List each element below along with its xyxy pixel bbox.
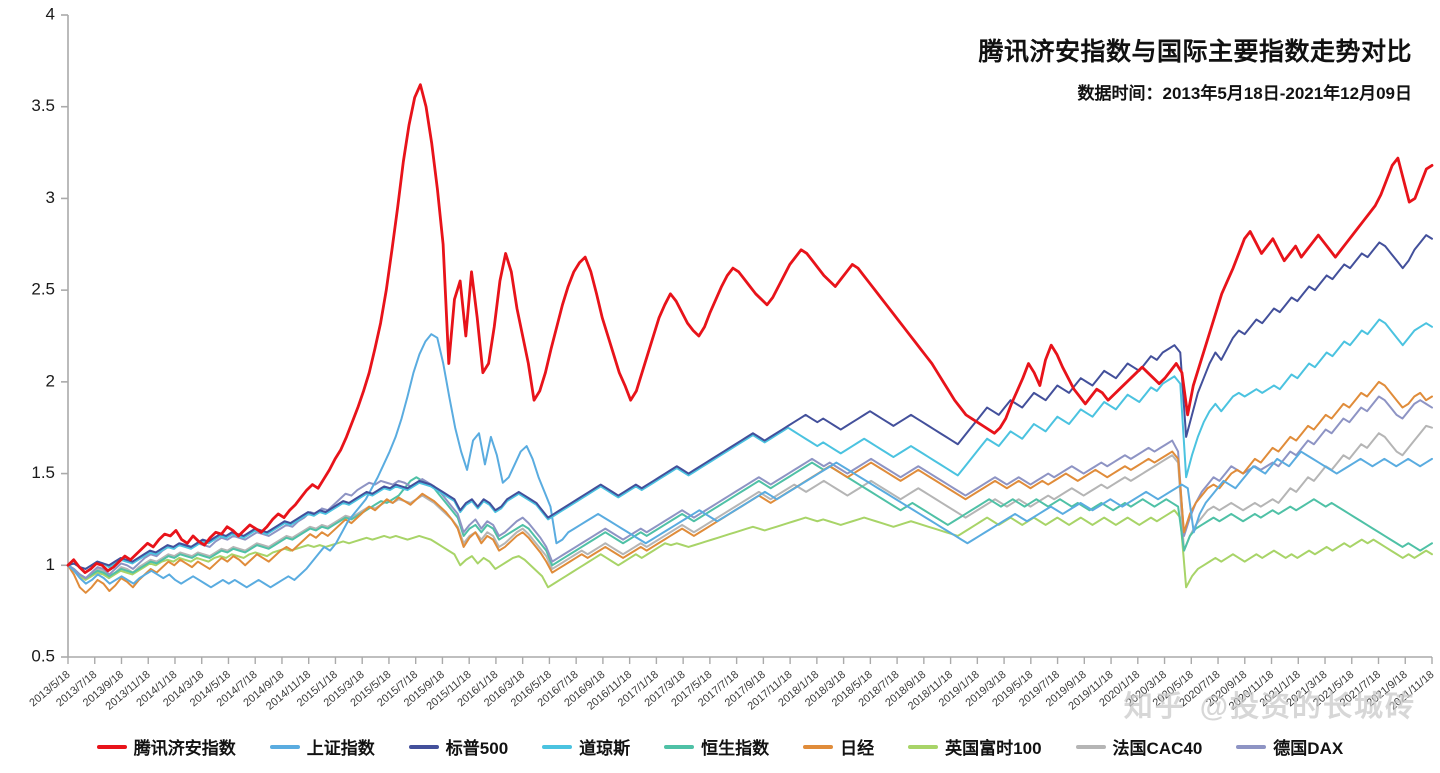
legend-item[interactable]: 上证指数 [269, 734, 375, 759]
legend-color-swatch [803, 744, 834, 749]
legend-color-swatch [664, 744, 695, 749]
y-tick-label: 0.5 [31, 646, 55, 665]
chart-title: 腾讯济安指数与国际主要指数走势对比 [978, 38, 1412, 66]
legend-item[interactable]: 恒生指数 [664, 734, 769, 759]
legend-color-swatch [269, 744, 300, 749]
legend-label: 英国富时100 [945, 739, 1042, 758]
y-tick-label: 3.5 [31, 96, 55, 115]
legend-item[interactable]: 腾讯济安指数 [96, 734, 236, 759]
series-line-7 [67, 424, 1433, 580]
y-tick-label: 1.5 [31, 463, 55, 482]
legend-color-swatch [908, 744, 939, 749]
y-tick-label: 2.5 [31, 280, 55, 299]
series-line-1 [67, 333, 1433, 589]
y-tick-label: 2 [46, 371, 55, 390]
legend-label: 腾讯济安指数 [133, 739, 236, 758]
series-line-3 [67, 318, 1433, 570]
legend-color-swatch [1075, 744, 1106, 749]
series-line-0 [66, 83, 1434, 575]
legend-label: 恒生指数 [701, 739, 770, 758]
legend-color-swatch [1236, 744, 1267, 749]
legend-item[interactable]: 法国CAC40 [1075, 734, 1203, 759]
y-tick-label: 4 [46, 4, 55, 23]
legend-color-swatch [408, 744, 439, 749]
legend-item[interactable]: 标普500 [408, 734, 509, 759]
series-line-8 [67, 395, 1433, 580]
series-line-4 [67, 461, 1433, 580]
legend-label: 法国CAC40 [1112, 739, 1203, 758]
legend-color-swatch [96, 744, 127, 749]
legend-color-swatch [542, 744, 573, 749]
title-block: 腾讯济安指数与国际主要指数走势对比 数据时间：2013年5月18日-2021年1… [978, 38, 1412, 104]
legend-label: 德国DAX [1273, 739, 1344, 758]
y-tick-label: 3 [46, 188, 55, 207]
legend-label: 道琼斯 [579, 739, 631, 758]
legend-label: 日经 [840, 739, 875, 758]
series-line-2 [67, 234, 1433, 570]
legend-item[interactable]: 德国DAX [1236, 734, 1343, 759]
chart-subtitle: 数据时间：2013年5月18日-2021年12月09日 [1077, 83, 1412, 103]
series-line-6 [67, 509, 1433, 589]
legend-item[interactable]: 道琼斯 [542, 734, 630, 759]
chart-legend: 腾讯济安指数 上证指数 标普500 道琼斯 恒生指数 日经 英国富时100 法国CAC40 德国… [0, 734, 1440, 759]
y-tick-label: 1 [46, 555, 55, 574]
legend-label: 上证指数 [306, 739, 375, 758]
legend-label: 标普500 [445, 739, 509, 758]
legend-item[interactable]: 英国富时100 [908, 734, 1042, 759]
legend-item[interactable]: 日经 [803, 734, 874, 759]
